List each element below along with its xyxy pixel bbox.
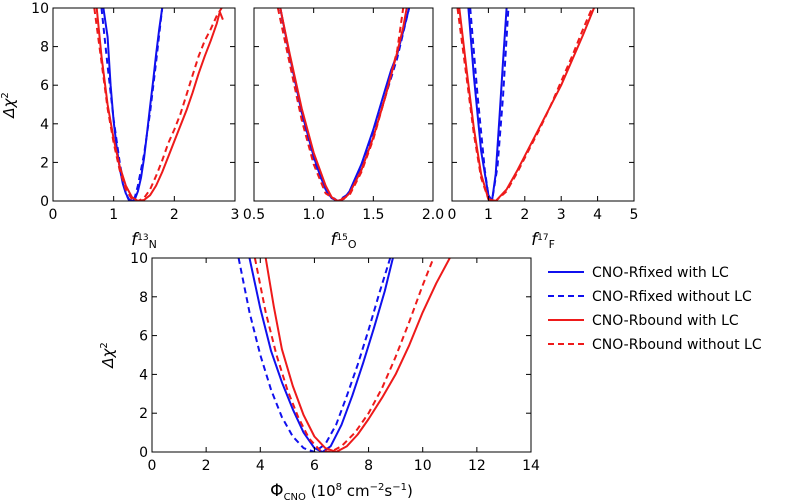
y-tick-label: 10 — [31, 1, 49, 17]
x-tick-label: 4 — [593, 207, 602, 223]
x-tick-label: 4 — [256, 458, 265, 474]
axes-frame — [52, 7, 236, 202]
y-tick-label: 0 — [40, 194, 49, 210]
legend-label: CNO-Rfixed with LC — [592, 265, 729, 281]
x-tick-label: 8 — [364, 458, 373, 474]
axes-frame — [151, 257, 532, 453]
legend-label: CNO-Rfixed without LC — [592, 289, 752, 305]
series-line-cno-rfixed-without-lc — [469, 8, 510, 201]
x-tick-label: 12 — [468, 458, 486, 474]
x-axis-label: f17F — [531, 230, 555, 251]
x-tick-label: 0 — [49, 207, 58, 223]
x-tick-label: 0 — [148, 458, 157, 474]
x-tick-label: 1.5 — [362, 207, 384, 223]
series-line-cno-rbound-with-lc — [264, 258, 451, 452]
y-axis-label: Δχ2 — [99, 342, 117, 369]
x-tick-label: 1.0 — [303, 207, 325, 223]
x-tick-label: 2.0 — [422, 207, 444, 223]
x-axis-label: f13N — [131, 230, 157, 251]
series-line-cno-rbound-without-lc — [253, 258, 435, 452]
y-axis-label: Δχ2 — [0, 92, 18, 119]
y-tick-label: 2 — [139, 406, 148, 422]
x-tick-label: 5 — [630, 207, 639, 223]
series-line-cno-rfixed-with-lc — [102, 8, 164, 201]
series-line-cno-rfixed-with-lc — [467, 8, 508, 201]
x-tick-label: 6 — [310, 458, 319, 474]
y-tick-label: 2 — [40, 155, 49, 171]
panel-f17F: 0 1 2 3 4 5 f17F — [448, 7, 639, 251]
legend-label: CNO-Rbound with LC — [592, 313, 739, 329]
x-axis-label: ΦCNO (108 cm−2s−1) — [270, 481, 413, 500]
x-tick-label: 14 — [522, 458, 540, 474]
x-tick-label: 0 — [448, 207, 457, 223]
x-tick-label: 1 — [484, 207, 493, 223]
series-line-cno-rfixed-without-lc — [237, 258, 392, 452]
series-line-cno-rfixed-without-lc — [100, 8, 164, 201]
x-tick-label: 2 — [202, 458, 211, 474]
legend: CNO-Rfixed with LC CNO-Rfixed without LC C… — [548, 265, 762, 353]
y-tick-label: 8 — [40, 40, 49, 56]
axes-frame — [253, 7, 434, 202]
panel-phi_cno: 0 2 4 6 8 10 12 14 0 2 4 6 8 10 Δχ2 ΦCNO (108 cm−2s−1) — [99, 251, 540, 500]
series-line-cno-rfixed-with-lc — [248, 258, 394, 452]
x-tick-label: 0.5 — [243, 207, 265, 223]
y-tick-label: 0 — [139, 445, 148, 461]
axes-frame — [451, 7, 635, 202]
x-tick-label: 2 — [170, 207, 179, 223]
y-tick-label: 6 — [139, 329, 148, 345]
panel-f13N: 0 1 2 3 0 2 4 6 8 10 Δχ2 f13N — [0, 1, 239, 251]
x-tick-label: 3 — [231, 207, 240, 223]
panel-f15O: 0.5 1.0 1.5 2.0 f15O — [243, 7, 444, 251]
y-tick-label: 4 — [139, 367, 148, 383]
y-tick-label: 4 — [40, 117, 49, 133]
series-line-cno-rfixed-with-lc — [279, 8, 411, 201]
x-axis-label: f15O — [330, 230, 356, 251]
legend-label: CNO-Rbound without LC — [592, 337, 762, 353]
y-tick-label: 6 — [40, 78, 49, 94]
x-tick-label: 3 — [557, 207, 566, 223]
x-tick-label: 2 — [520, 207, 529, 223]
x-tick-label: 10 — [414, 458, 432, 474]
y-tick-label: 8 — [139, 290, 148, 306]
series-line-cno-rbound-without-lc — [456, 8, 594, 201]
y-tick-label: 10 — [130, 251, 148, 267]
x-tick-label: 1 — [109, 207, 118, 223]
series-line-cno-rbound-without-lc — [93, 8, 223, 201]
series-line-cno-rbound-with-lc — [458, 8, 595, 201]
series-line-cno-rbound-without-lc — [276, 8, 405, 201]
